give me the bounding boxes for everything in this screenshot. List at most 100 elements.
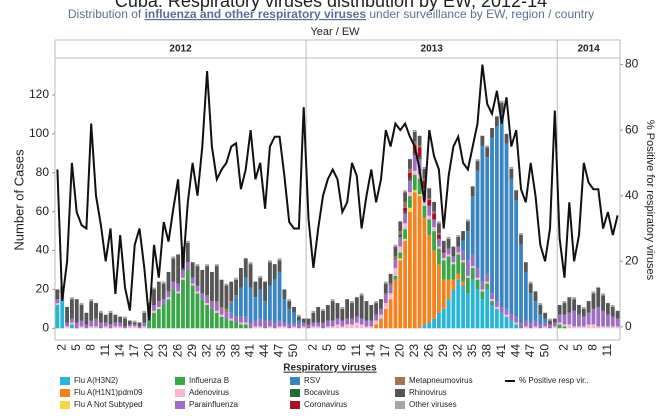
bar-segment xyxy=(200,299,205,329)
bar-segment xyxy=(538,324,543,329)
bar-segment xyxy=(55,304,60,329)
legend-label: Rhinovirus xyxy=(409,388,447,397)
bar-segment xyxy=(480,281,485,290)
bar-segment xyxy=(470,254,475,267)
bar-segment xyxy=(263,281,267,302)
bar-segment xyxy=(306,318,311,325)
bar-segment xyxy=(441,258,446,261)
bar-segment xyxy=(480,289,485,292)
bar-segment xyxy=(610,306,615,317)
bar-segment xyxy=(60,299,65,329)
bar-segment xyxy=(523,262,528,272)
legend-label: Coronavirus xyxy=(304,400,347,409)
bar-segment xyxy=(441,279,446,309)
bar-segment xyxy=(214,312,219,329)
bar-segment xyxy=(557,314,562,323)
bar-segment xyxy=(248,264,253,288)
bar-segment xyxy=(480,135,485,146)
bar-segment xyxy=(359,324,364,329)
bar-segment xyxy=(340,326,345,329)
bar-segment xyxy=(567,312,572,325)
bar-segment xyxy=(219,306,224,309)
year-label: 2014 xyxy=(577,44,600,55)
y-tick-label: 80 xyxy=(36,165,50,179)
y-tick-label: 0 xyxy=(42,321,49,335)
bar-segment xyxy=(519,233,523,235)
x-tick-label: 23 xyxy=(407,344,421,358)
bar-segment xyxy=(253,326,258,329)
bar-segment xyxy=(176,293,181,329)
bar-segment xyxy=(229,281,234,302)
bar-segment xyxy=(557,322,562,325)
bar-segment xyxy=(485,283,490,290)
x-tick-label: 26 xyxy=(421,344,435,358)
bar-segment xyxy=(224,308,229,313)
bar-segment xyxy=(267,326,272,329)
bar-segment xyxy=(258,289,263,319)
bar-segment xyxy=(239,322,243,325)
bar-segment xyxy=(538,303,543,305)
bar-segment xyxy=(55,289,60,300)
bar-segment xyxy=(610,326,615,329)
bar-segment xyxy=(224,283,229,286)
bar-segment xyxy=(514,190,519,200)
bar-segment xyxy=(147,318,152,329)
bar-segment xyxy=(494,116,499,127)
bar-segment xyxy=(243,322,248,325)
bar-segment xyxy=(408,159,412,169)
bar-segment xyxy=(509,166,514,169)
x-tick-label: 11 xyxy=(600,344,614,357)
legend-label: RSV xyxy=(304,376,321,385)
bar-segment xyxy=(398,234,403,237)
bar-segment xyxy=(239,268,243,288)
x-tick-label: 32 xyxy=(450,344,464,358)
bar-segment xyxy=(398,231,403,235)
bar-segment xyxy=(248,262,253,265)
bar-segment xyxy=(398,258,403,261)
bar-segment xyxy=(408,211,412,329)
legend-label: Bocavirus xyxy=(304,388,339,397)
bar-segment xyxy=(504,316,509,329)
bar-segment xyxy=(417,196,422,329)
bar-segment xyxy=(219,314,224,317)
bar-segment xyxy=(519,234,523,245)
bar-segment xyxy=(601,295,606,311)
bar-segment xyxy=(519,322,523,329)
bar-segment xyxy=(108,310,113,313)
bar-segment xyxy=(195,293,200,329)
x-axis-title: Year / EW xyxy=(310,26,360,38)
bar-segment xyxy=(403,229,408,239)
x-tick-label: 11 xyxy=(98,344,112,357)
bar-segment xyxy=(79,320,84,327)
bar-segment xyxy=(287,324,292,329)
x-tick-label: 26 xyxy=(170,344,184,358)
y2-tick-label: 0 xyxy=(625,319,632,333)
bar-segment xyxy=(103,322,108,327)
bar-segment xyxy=(108,324,113,329)
bar-segment xyxy=(142,312,147,323)
bar-segment xyxy=(325,304,330,321)
x-tick-label: 20 xyxy=(141,344,155,358)
bar-segment xyxy=(267,260,272,263)
bar-segment xyxy=(190,277,195,284)
bar-segment xyxy=(152,287,156,290)
bar-segment xyxy=(596,326,601,329)
bar-segment xyxy=(436,312,441,329)
bar-segment xyxy=(354,322,359,329)
x-tick-label: 23 xyxy=(156,344,170,358)
x-tick-label: 35 xyxy=(214,344,228,358)
bar-segment xyxy=(403,192,408,202)
bar-segment xyxy=(412,155,417,171)
bar-segment xyxy=(504,308,509,315)
legend-swatch xyxy=(175,401,185,409)
bar-segment xyxy=(403,211,408,214)
bar-segment xyxy=(398,246,403,253)
bar-segment xyxy=(591,293,596,309)
year-label: 2012 xyxy=(169,44,192,55)
bar-segment xyxy=(494,306,499,309)
bar-segment xyxy=(350,324,354,329)
y-tick-label: 40 xyxy=(36,243,50,257)
bar-segment xyxy=(176,254,181,284)
bar-segment xyxy=(210,271,214,302)
bar-segment xyxy=(359,295,364,319)
